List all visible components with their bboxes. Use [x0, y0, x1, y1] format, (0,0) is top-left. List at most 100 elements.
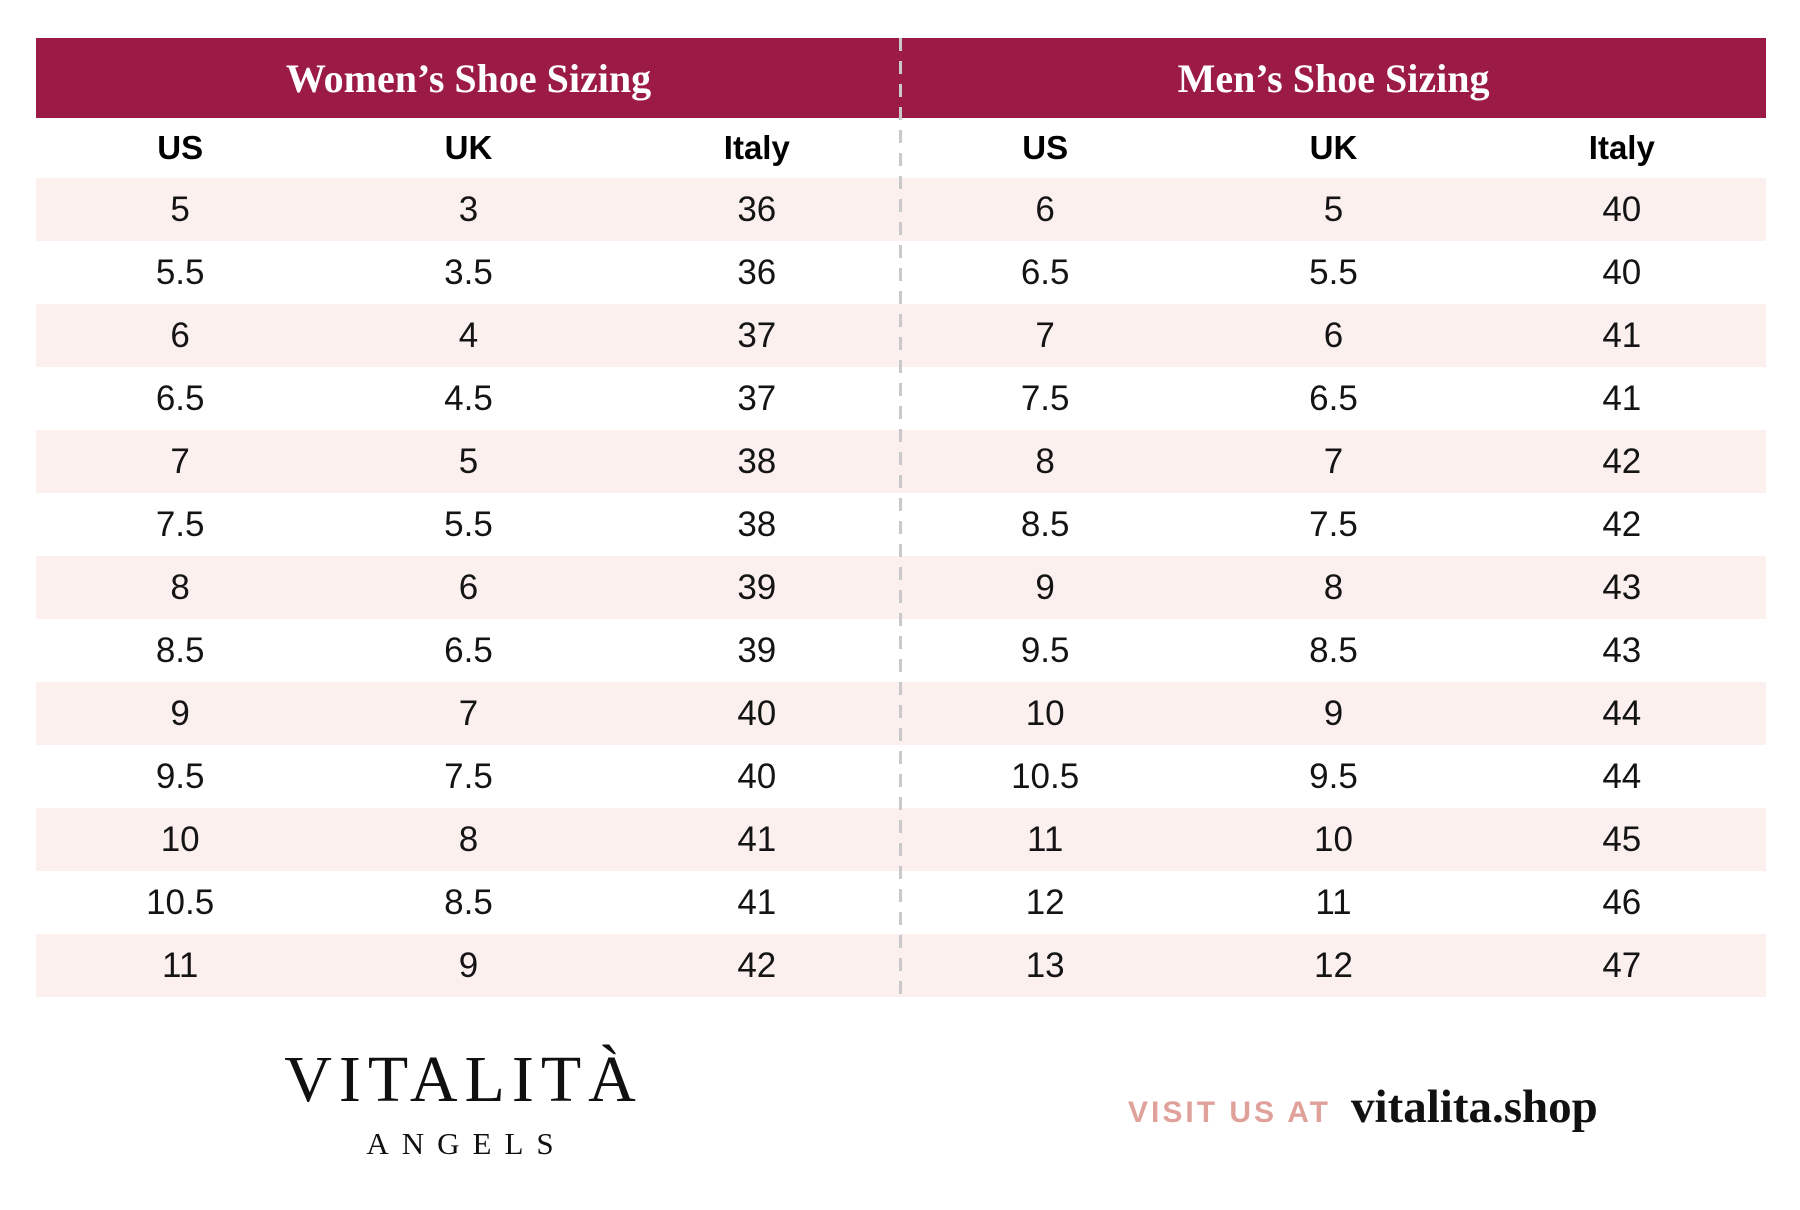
size-cell: 9.5 [1309, 756, 1358, 796]
size-cell: 12 [1025, 882, 1065, 922]
size-cell: 39 [737, 567, 777, 607]
size-cell: 4.5 [444, 378, 493, 418]
size-cell: 43 [1602, 630, 1642, 670]
size-cell: 10 [1025, 693, 1065, 733]
table-row: 7.5 5.5 38 8.5 7.5 42 [36, 493, 1766, 556]
size-cell: 8.5 [155, 630, 205, 670]
visit-us-label: VISIT US AT [1128, 1096, 1332, 1129]
women-row-half: 10.5 8.5 41 [36, 871, 901, 934]
size-cell: 5.5 [1309, 252, 1358, 292]
women-row-half: 7.5 5.5 38 [36, 493, 901, 556]
size-cell: 7.5 [1020, 378, 1070, 418]
women-columns: US UK Italy [36, 118, 901, 178]
size-cell: 3.5 [444, 252, 493, 292]
size-cell: 41 [1602, 315, 1642, 355]
women-col-uk: UK [444, 129, 493, 166]
size-cell: 7 [170, 441, 190, 481]
women-section-title: Women’s Shoe Sizing [285, 55, 652, 101]
size-cell: 43 [1602, 567, 1642, 607]
table-row: 9.5 7.5 40 10.5 9.5 44 [36, 745, 1766, 808]
size-cell: 9 [170, 693, 190, 733]
men-columns: US UK Italy [901, 118, 1766, 178]
size-cell: 8.5 [1020, 504, 1070, 544]
size-cell: 6.5 [444, 630, 493, 670]
size-cell: 44 [1602, 756, 1642, 796]
table-row: 10.5 8.5 41 12 11 46 [36, 871, 1766, 934]
size-cell: 7.5 [155, 504, 205, 544]
brand-name: VITALITÀ [284, 1043, 643, 1116]
size-cell: 6.5 [1020, 252, 1070, 292]
size-cell: 7 [458, 693, 479, 733]
men-row-half: 9.5 8.5 43 [901, 619, 1766, 682]
women-row-half: 9 7 40 [36, 682, 901, 745]
size-cell: 40 [737, 756, 777, 796]
size-cell: 7 [1035, 315, 1055, 355]
men-col-italy: Italy [1588, 129, 1655, 166]
size-cell: 6.5 [155, 378, 205, 418]
size-cell: 8 [170, 567, 190, 607]
size-cell: 40 [1602, 189, 1642, 229]
size-cell: 40 [737, 693, 777, 733]
size-cell: 13 [1025, 945, 1065, 985]
size-cell: 41 [737, 819, 777, 859]
size-cell: 38 [737, 441, 777, 481]
size-cell: 42 [737, 945, 777, 985]
size-cell: 8.5 [444, 882, 493, 922]
men-row-half: 8.5 7.5 42 [901, 493, 1766, 556]
table-row: 6.5 4.5 37 7.5 6.5 41 [36, 367, 1766, 430]
size-cell: 10 [1314, 819, 1353, 859]
size-cell: 42 [1602, 504, 1642, 544]
size-cell: 7 [1323, 441, 1344, 481]
size-cell: 11 [1026, 819, 1064, 859]
brand-logo: VITALITÀ ANGELS [240, 1042, 680, 1162]
size-cell: 37 [737, 378, 777, 418]
size-cell: 9 [1035, 567, 1055, 607]
size-cell: 9 [458, 945, 479, 985]
size-cell: 5 [1323, 189, 1344, 229]
size-cell: 10 [160, 819, 200, 859]
men-col-us: US [1022, 129, 1069, 166]
size-cell: 41 [737, 882, 777, 922]
men-row-half: 9 8 43 [901, 556, 1766, 619]
size-cell: 11 [1315, 882, 1352, 922]
women-row-half: 5.5 3.5 36 [36, 241, 901, 304]
brand-subtitle: ANGELS [366, 1126, 567, 1161]
size-cell: 45 [1602, 819, 1642, 859]
size-cell: 9.5 [155, 756, 205, 796]
size-cell: 47 [1602, 945, 1642, 985]
size-cell: 6 [170, 315, 190, 355]
men-row-half: 10.5 9.5 44 [901, 745, 1766, 808]
size-cell: 7.5 [444, 756, 493, 796]
women-row-half: 5 3 36 [36, 178, 901, 241]
size-cell: 46 [1602, 882, 1642, 922]
men-row-half: 13 12 47 [901, 934, 1766, 997]
size-cell: 36 [737, 189, 777, 229]
size-cell: 7.5 [1309, 504, 1358, 544]
size-cell: 10.5 [1011, 756, 1080, 796]
size-cell: 9.5 [1020, 630, 1070, 670]
size-cell: 6.5 [1309, 378, 1358, 418]
women-row-half: 10 8 41 [36, 808, 901, 871]
size-cell: 36 [737, 252, 777, 292]
women-row-half: 8.5 6.5 39 [36, 619, 901, 682]
visit-us-line: VISIT US AT vitalita.shop [1128, 1080, 1598, 1134]
table-row: 5.5 3.5 36 6.5 5.5 40 [36, 241, 1766, 304]
size-cell: 5 [458, 441, 479, 481]
size-cell: 8 [1323, 567, 1344, 607]
section-divider-dashed-line [899, 38, 902, 997]
size-cell: 8 [458, 819, 479, 859]
size-cell: 42 [1602, 441, 1642, 481]
size-cell: 4 [458, 315, 479, 355]
size-cell: 5 [170, 189, 190, 229]
men-row-half: 11 10 45 [901, 808, 1766, 871]
size-cell: 38 [737, 504, 777, 544]
size-cell: 44 [1602, 693, 1642, 733]
size-cell: 41 [1602, 378, 1642, 418]
website-url: vitalita.shop [1351, 1081, 1598, 1133]
size-cell: 5.5 [444, 504, 493, 544]
size-cell: 12 [1314, 945, 1353, 985]
men-row-half: 6.5 5.5 40 [901, 241, 1766, 304]
women-row-half: 11 9 42 [36, 934, 901, 997]
size-cell: 10.5 [146, 882, 215, 922]
size-cell: 11 [161, 945, 199, 985]
